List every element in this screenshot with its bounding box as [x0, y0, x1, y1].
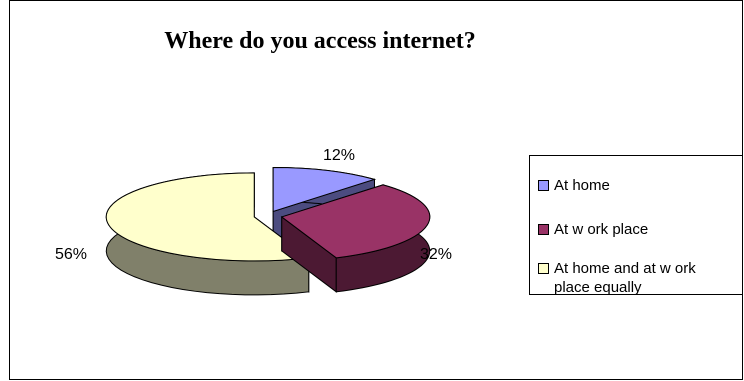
legend-item-equally: At home and at w ork place equally: [538, 259, 734, 297]
legend-swatch: [538, 263, 549, 274]
legend-label: At home and at w ork place equally: [554, 260, 696, 296]
slice-at-work-place-top: [280, 184, 431, 259]
chart-title: Where do you access internet?: [164, 28, 476, 54]
legend-swatch: [538, 224, 549, 235]
slice-at-work-place: [280, 184, 431, 293]
legend: At home At w ork place At home and at w …: [529, 155, 743, 297]
data-label-at-work-place: 32%: [420, 246, 453, 263]
slice-equally: [105, 172, 311, 296]
legend-label: At w ork place: [554, 221, 649, 238]
legend-item-at-home: At home: [538, 176, 734, 195]
legend-item-at-work-place: At w ork place: [538, 220, 734, 239]
legend-swatch: [538, 180, 549, 191]
slice-equally-top: [105, 172, 311, 262]
legend-label: At home: [554, 177, 610, 194]
slice-at-home-top: [272, 166, 377, 213]
data-label-equally: 56%: [55, 246, 88, 263]
data-label-at-home: 12%: [323, 147, 356, 164]
